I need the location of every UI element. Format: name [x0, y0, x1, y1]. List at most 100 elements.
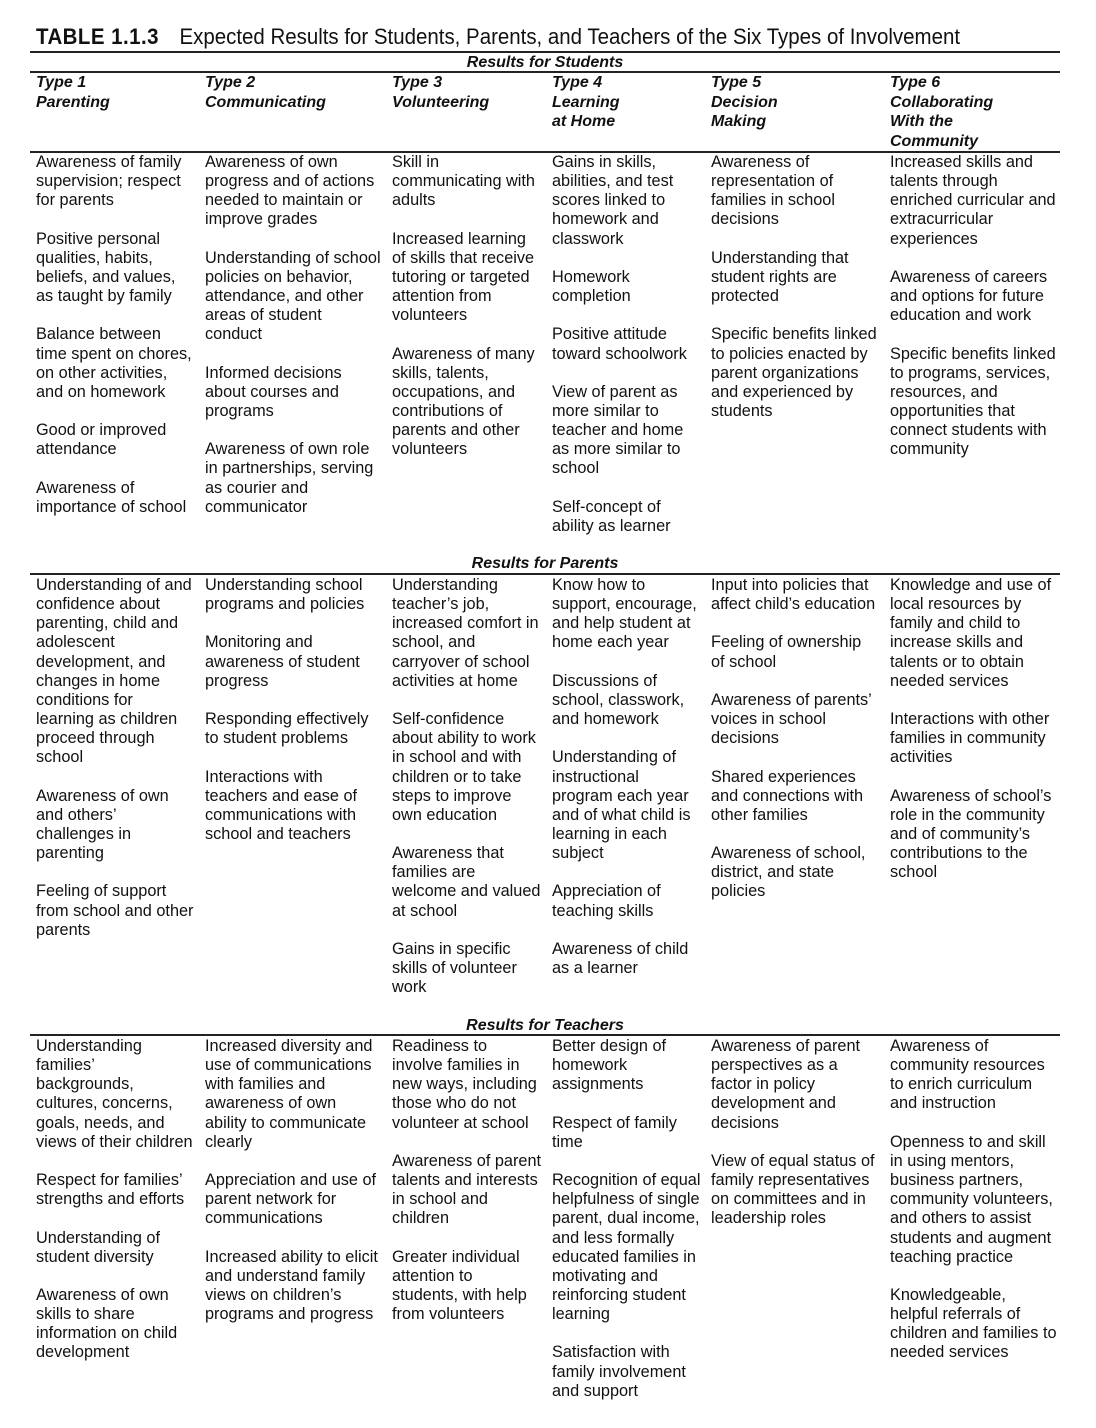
result-item: Understanding of instructional program e… — [552, 748, 691, 863]
result-item: Understanding that student rights are pr… — [711, 248, 849, 306]
result-item: Feeling of ownership of school — [711, 633, 862, 671]
table-cell: Awareness of family supervision; respect… — [36, 153, 192, 536]
result-item: Understanding of and confidence about pa… — [36, 576, 192, 767]
table-cell: Awareness of community resources to enri… — [890, 1037, 1057, 1382]
result-item: Feeling of support from school and other… — [36, 882, 194, 939]
result-item: Positive personal qualities, habits, bel… — [36, 229, 176, 306]
result-item: Informed decisions about courses and pro… — [205, 363, 342, 420]
result-item: Gains in specific skills of volunteer wo… — [392, 939, 517, 997]
result-item: Awareness of importance of school — [36, 478, 187, 516]
table-cell: Awareness of parent perspectives as a fa… — [711, 1037, 875, 1248]
table-title: TABLE 1.1.3 Expected Results for Students… — [36, 24, 960, 50]
table-cell: Awareness of representation of families … — [711, 153, 877, 440]
result-item: View of equal status of family represent… — [711, 1151, 875, 1228]
column-header-type-2: Type 2 Communicating — [205, 74, 326, 111]
result-item: Monitoring and awareness of student prog… — [205, 633, 360, 690]
result-item: Awareness of own progress and of actions… — [205, 153, 375, 229]
result-item: Awareness of many skills, talents, occup… — [392, 344, 535, 459]
result-item: Input into policies that affect child’s … — [711, 576, 876, 614]
result-item: Good or improved attendance — [36, 421, 167, 459]
result-item: Better design of homework assignments — [552, 1037, 667, 1094]
table-cell: Better design of homework assignments Res… — [552, 1037, 700, 1420]
result-item: Awareness of parent talents and interest… — [392, 1151, 542, 1228]
column-header-type-3: Type 3 Volunteering — [392, 74, 490, 111]
result-item: Skill in communicating with adults — [392, 153, 535, 210]
result-item: Awareness of own and others’ challenges … — [36, 786, 169, 863]
result-item: Gains in skills, abilities, and test sco… — [552, 153, 674, 248]
divider — [30, 51, 1060, 53]
result-item: Appreciation of teaching skills — [552, 882, 661, 920]
result-item: Appreciation and use of parent network f… — [205, 1171, 377, 1228]
result-item: Readiness to involve families in new way… — [392, 1037, 537, 1132]
table-cell: Understanding school programs and polici… — [205, 576, 369, 863]
column-header-type-6: Type 6 Collaborating With the Community — [890, 74, 994, 150]
table-cell: Gains in skills, abilities, and test sco… — [552, 153, 687, 555]
result-item: Responding effectively to student proble… — [205, 710, 369, 748]
table-cell: Increased skills and talents through enr… — [890, 153, 1056, 479]
result-item: Interactions with other families in comm… — [890, 710, 1050, 767]
column-header-type-5: Type 5 Decision Making — [711, 74, 778, 130]
result-item: Understanding families’ backgrounds, cul… — [36, 1037, 193, 1151]
result-item: Shared experiences and connections with … — [711, 767, 864, 824]
result-item: Respect for families’ strengths and effo… — [36, 1171, 185, 1209]
section-heading: Results for Teachers — [466, 1017, 624, 1034]
table-cell: Understanding teacher’s job, increased c… — [392, 576, 540, 1017]
result-item: Self-concept of ability as learner — [552, 497, 671, 535]
column-header-type-4: Type 4 Learning at Home — [552, 74, 620, 130]
table-cell: Increased diversity and use of communica… — [205, 1037, 378, 1343]
result-item: Positive attitude toward schoolwork — [552, 325, 687, 363]
table-cell: Awareness of own progress and of actions… — [205, 153, 381, 536]
section-heading: Results for Students — [466, 54, 624, 71]
table-cell: Skill in communicating with adults Increa… — [392, 153, 535, 479]
result-item: Knowledgeable, helpful referrals of chil… — [890, 1286, 1057, 1362]
table-cell: Readiness to involve families in new way… — [392, 1037, 541, 1343]
result-item: Increased diversity and use of communica… — [205, 1037, 373, 1151]
result-item: Know how to support, encourage, and help… — [552, 576, 697, 652]
result-item: Specific benefits linked to policies ena… — [711, 325, 877, 420]
result-item: Specific benefits linked to programs, se… — [890, 344, 1056, 459]
result-item: Discussions of school, classwork, and ho… — [552, 671, 685, 729]
result-item: Homework completion — [552, 267, 631, 306]
result-item: Respect of family time — [552, 1113, 677, 1151]
table-cell: Understanding of and confidence about pa… — [36, 576, 193, 959]
result-item: Balance between time spent on chores, on… — [36, 325, 192, 401]
result-item: Awareness that families are welcome and … — [392, 844, 541, 920]
result-item: Understanding of school policies on beha… — [205, 248, 381, 344]
divider — [30, 1034, 1060, 1036]
result-item: Awareness of careers and options for fut… — [890, 267, 1048, 325]
result-item: Increased ability to elicit and understa… — [205, 1247, 378, 1324]
divider — [30, 151, 1060, 153]
table-cell: Understanding families’ backgrounds, cul… — [36, 1037, 193, 1382]
column-header-type-1: Type 1 Parenting — [36, 74, 110, 111]
result-item: Recognition of equal helpfulness of sing… — [552, 1171, 701, 1324]
result-item: Awareness of parent perspectives as a fa… — [711, 1037, 861, 1132]
result-item: Awareness of child as a learner — [552, 939, 689, 978]
result-item: Awareness of school, district, and state… — [711, 844, 866, 901]
result-item: Awareness of own skills to share informa… — [36, 1285, 178, 1362]
result-item: Satisfaction with family involvement and… — [552, 1343, 686, 1400]
result-item: Increased learning of skills that receiv… — [392, 229, 535, 325]
result-item: Understanding of student diversity — [36, 1228, 161, 1266]
section-heading: Results for Parents — [471, 555, 619, 572]
result-item: Openness to and skill in using mentors, … — [890, 1132, 1053, 1266]
result-item: Awareness of community resources to enri… — [890, 1037, 1045, 1113]
result-item: Awareness of parents’ voices in school d… — [711, 690, 872, 748]
table-number: TABLE 1.1.3 — [36, 24, 159, 49]
result-item: Awareness of family supervision; respect… — [36, 153, 182, 210]
table-caption: Expected Results for Students, Parents, … — [179, 24, 961, 49]
result-item: Self-confidence about ability to work in… — [392, 710, 536, 824]
result-item: Interactions with teachers and ease of c… — [205, 767, 358, 843]
result-item: View of parent as more similar to teache… — [552, 382, 684, 478]
result-item: Awareness of school’s role in the commun… — [890, 786, 1052, 882]
table-cell: Input into policies that affect child’s … — [711, 576, 875, 921]
table-cell: Know how to support, encourage, and help… — [552, 576, 697, 997]
result-item: Greater individual attention to students… — [392, 1247, 527, 1324]
divider — [30, 573, 1060, 575]
result-item: Understanding school programs and polici… — [205, 576, 365, 614]
result-item: Understanding teacher’s job, increased c… — [392, 576, 539, 690]
table-cell: Knowledge and use of local resources by … — [890, 576, 1051, 902]
result-item: Awareness of own role in partnerships, s… — [205, 440, 374, 516]
divider — [30, 71, 1060, 73]
result-item: Awareness of representation of families … — [711, 153, 835, 229]
result-item: Increased skills and talents through enr… — [890, 153, 1056, 248]
